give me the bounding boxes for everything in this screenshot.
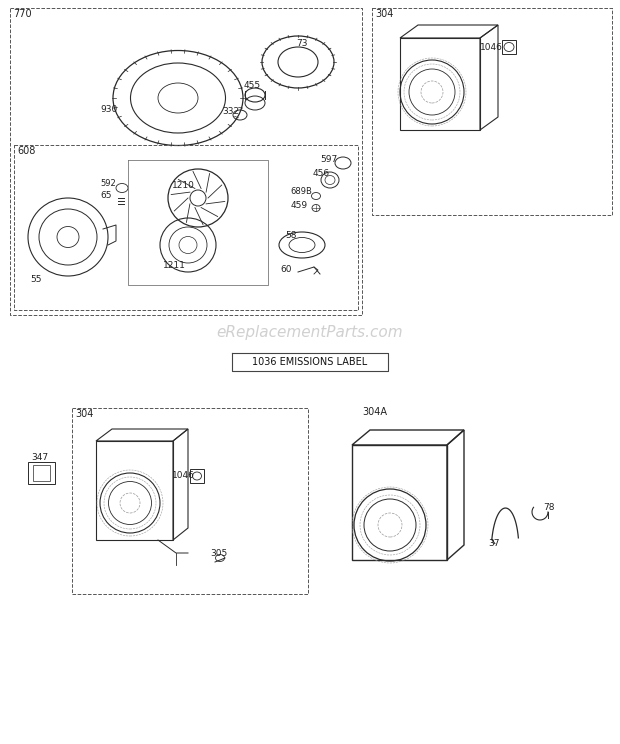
Text: 347: 347 [31, 452, 48, 461]
Text: 455: 455 [244, 80, 261, 89]
Text: 930: 930 [100, 106, 117, 115]
Text: 592: 592 [100, 179, 116, 188]
Text: 1036 EMISSIONS LABEL: 1036 EMISSIONS LABEL [252, 357, 368, 367]
Text: eReplacementParts.com: eReplacementParts.com [216, 324, 404, 339]
Text: 456: 456 [313, 170, 330, 179]
Text: 1046: 1046 [172, 472, 195, 481]
Text: 332: 332 [222, 106, 239, 115]
Text: 1210: 1210 [172, 182, 195, 190]
Text: 78: 78 [543, 502, 554, 512]
Text: 65: 65 [100, 190, 112, 199]
Text: 37: 37 [488, 539, 500, 548]
Text: 58: 58 [285, 231, 296, 240]
Text: 73: 73 [296, 39, 308, 48]
Text: 597: 597 [320, 155, 337, 164]
Text: 608: 608 [17, 146, 35, 156]
Text: 60: 60 [280, 266, 291, 275]
Text: 304: 304 [375, 9, 393, 19]
Text: 304: 304 [75, 409, 94, 419]
Text: 304A: 304A [362, 407, 387, 417]
Text: 1046: 1046 [480, 42, 503, 51]
Text: 770: 770 [13, 9, 32, 19]
Text: 689B: 689B [290, 187, 312, 196]
Text: 305: 305 [210, 550, 228, 559]
Text: 1211: 1211 [163, 260, 186, 269]
Text: 55: 55 [30, 275, 42, 284]
Text: 459: 459 [291, 202, 308, 211]
